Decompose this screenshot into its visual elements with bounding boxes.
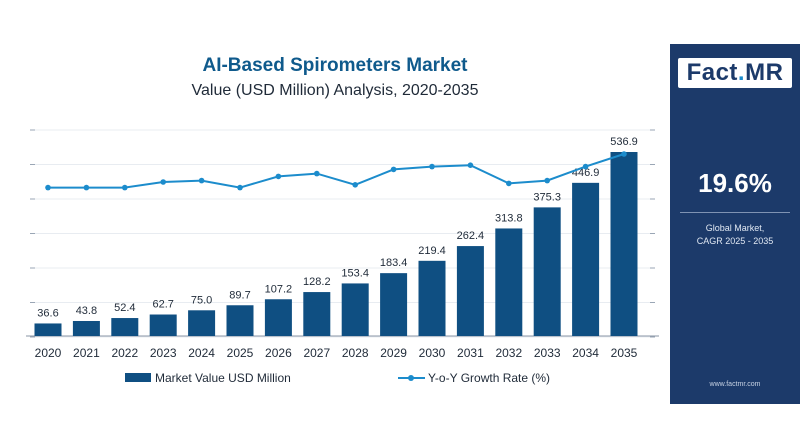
growth-point bbox=[352, 182, 359, 188]
bar bbox=[418, 260, 446, 336]
cagr-value: 19.6% bbox=[698, 168, 772, 198]
bar-value-label: 52.4 bbox=[114, 302, 135, 314]
x-tick-label: 2020 bbox=[35, 346, 62, 360]
bar-value-label: 43.8 bbox=[76, 305, 97, 317]
bar bbox=[303, 292, 331, 336]
growth-point bbox=[45, 184, 51, 191]
bar bbox=[149, 314, 177, 336]
bar bbox=[226, 305, 254, 336]
x-tick-label: 2035 bbox=[611, 346, 638, 360]
growth-point bbox=[275, 173, 282, 180]
growth-point bbox=[544, 177, 550, 184]
bar bbox=[495, 228, 523, 336]
chart-subtitle: Value (USD Million) Analysis, 2020-2035 bbox=[191, 82, 479, 99]
bar-labels: 36.6 43.8 52.4 62.7 75.0 89.7 107.2 128.2 153.4 1… bbox=[37, 136, 637, 319]
bar-value-label: 375.3 bbox=[533, 191, 561, 203]
legend-line-marker bbox=[408, 375, 414, 381]
logo-text-fact: Fact bbox=[686, 59, 738, 86]
bar bbox=[72, 320, 100, 336]
bars bbox=[34, 152, 638, 336]
bar-value-label: 89.7 bbox=[229, 289, 250, 301]
bar-value-label: 153.4 bbox=[341, 267, 369, 279]
bar-value-label: 313.8 bbox=[495, 212, 523, 224]
x-tick-label: 2034 bbox=[572, 346, 599, 360]
growth-point bbox=[237, 184, 243, 191]
x-tick-label: 2024 bbox=[188, 346, 215, 360]
chart-title: AI-Based Spirometers Market bbox=[202, 55, 468, 76]
bar-value-label: 183.4 bbox=[380, 257, 408, 269]
bar bbox=[533, 207, 561, 336]
x-tick-label: 2032 bbox=[495, 346, 522, 360]
growth-point bbox=[83, 184, 90, 191]
logo-text-dot: . bbox=[737, 59, 746, 86]
x-tick-label: 2033 bbox=[534, 346, 561, 360]
x-tick-label: 2026 bbox=[265, 346, 292, 360]
x-axis-ticks: 2020 2021 2022 2023 2024 2025 2026 2027 2028 2029… bbox=[35, 346, 638, 360]
cagr-label-line1: Global Market, bbox=[705, 223, 765, 233]
bar-value-label: 219.4 bbox=[418, 245, 446, 257]
bar-value-label: 75.0 bbox=[191, 294, 212, 306]
bar-value-label: 107.2 bbox=[265, 283, 293, 295]
x-tick-label: 2022 bbox=[111, 346, 138, 360]
bar bbox=[34, 323, 62, 336]
x-tick-label: 2031 bbox=[457, 346, 484, 360]
bar bbox=[111, 318, 139, 336]
bar bbox=[188, 310, 216, 336]
growth-point bbox=[467, 162, 474, 168]
cagr-label: Global Market, CAGR 2025 - 2035 bbox=[670, 222, 800, 248]
x-tick-label: 2025 bbox=[227, 346, 254, 360]
bar bbox=[380, 273, 408, 336]
legend-bar-label: Market Value USD Million bbox=[155, 371, 291, 385]
bar-value-label: 36.6 bbox=[37, 307, 58, 319]
cagr-label-line2: CAGR 2025 - 2035 bbox=[696, 236, 774, 246]
x-tick-label: 2029 bbox=[380, 346, 407, 360]
logo-text-mr: MR bbox=[745, 59, 784, 86]
growth-point bbox=[582, 163, 589, 170]
legend-bar-swatch bbox=[125, 373, 151, 382]
bar-value-label: 62.7 bbox=[152, 299, 173, 311]
legend-line-label: Y-o-Y Growth Rate (%) bbox=[428, 371, 550, 385]
x-tick-label: 2027 bbox=[303, 346, 330, 360]
x-tick-label: 2028 bbox=[342, 346, 369, 360]
growth-point bbox=[390, 166, 397, 173]
info-sidebar bbox=[670, 44, 800, 404]
legend: Market Value USD Million Y-o-Y Growth Ra… bbox=[125, 371, 550, 385]
growth-line-path bbox=[48, 153, 625, 189]
growth-point bbox=[429, 163, 435, 170]
bar-value-label: 536.9 bbox=[610, 136, 638, 148]
growth-point bbox=[198, 177, 205, 184]
bar-value-label: 262.4 bbox=[457, 230, 485, 242]
growth-point bbox=[506, 180, 512, 187]
bar bbox=[610, 152, 638, 336]
x-tick-label: 2021 bbox=[73, 346, 100, 360]
growth-point bbox=[314, 170, 320, 177]
growth-point bbox=[160, 179, 166, 185]
bar-value-label: 128.2 bbox=[303, 276, 331, 288]
growth-line bbox=[45, 151, 627, 191]
growth-point bbox=[122, 184, 128, 191]
bar bbox=[572, 182, 600, 336]
x-tick-label: 2030 bbox=[419, 346, 446, 360]
chart-svg: 36.6 43.8 52.4 62.7 75.0 89.7 107.2 128.2 153.4 1… bbox=[26, 129, 659, 385]
bar bbox=[264, 299, 292, 336]
bar bbox=[456, 246, 484, 336]
sidebar-divider bbox=[680, 212, 790, 213]
factmr-logo: Fact. MR bbox=[678, 58, 792, 88]
bar bbox=[341, 283, 369, 336]
x-tick-label: 2023 bbox=[150, 346, 177, 360]
website-url: www.factmr.com bbox=[709, 381, 761, 388]
growth-point bbox=[621, 151, 627, 157]
